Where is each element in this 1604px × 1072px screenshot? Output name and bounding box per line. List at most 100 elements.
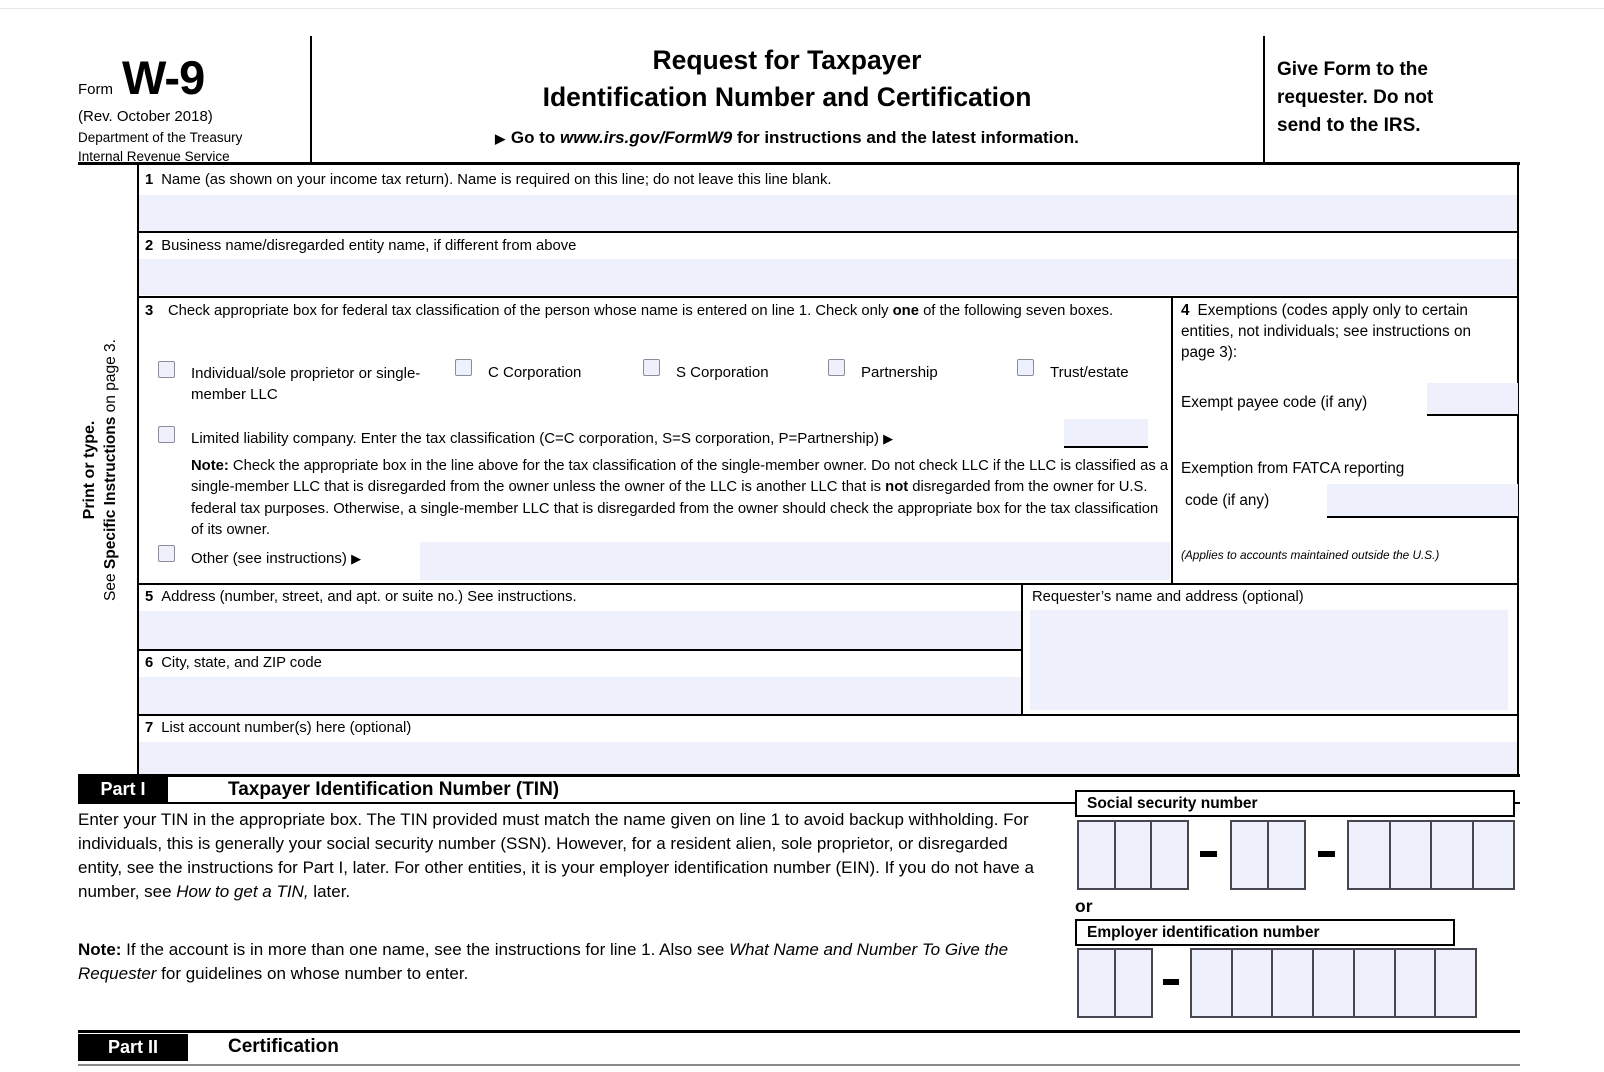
option-individual-label: Individual/sole proprietor or single-mem…	[191, 365, 421, 403]
ein-header-box: Employer identification number	[1075, 919, 1455, 946]
form-title-block: Request for Taxpayer Identification Numb…	[312, 42, 1262, 148]
ssn-digit-box[interactable]	[1230, 820, 1269, 890]
arrow-icon: ▶	[883, 431, 895, 446]
ein-header-label: Employer identification number	[1087, 924, 1320, 941]
form-id-block: Form W-9 (Rev. October 2018) Department …	[78, 50, 306, 166]
ein-dash	[1163, 979, 1179, 985]
arrow-icon: ▶	[351, 551, 363, 566]
city-state-zip-input[interactable]	[139, 677, 1021, 714]
ein-digit-box[interactable]	[1230, 948, 1274, 1018]
ssn-digit-box[interactable]	[1471, 820, 1515, 890]
ein-digit-box[interactable]	[1077, 948, 1116, 1018]
part2-chip: Part II	[78, 1034, 188, 1061]
fatca-code-input[interactable]	[1327, 484, 1518, 518]
ssn-header-box: Social security number	[1075, 790, 1515, 817]
goto-url[interactable]: www.irs.gov/FormW9	[559, 128, 733, 147]
option-c-corporation-label: C Corporation	[488, 364, 582, 381]
option-s-corporation-label: S Corporation	[676, 364, 769, 381]
requester-divider	[1021, 583, 1023, 716]
part1-top-border	[78, 774, 1520, 777]
account-numbers-input[interactable]	[139, 742, 1517, 774]
ein-digit-box[interactable]	[1190, 948, 1233, 1018]
department-line: Department of the Treasury	[78, 130, 243, 145]
ein-digit-box[interactable]	[1312, 948, 1355, 1018]
sidebar-print-or-type: Print or type. See Specific Instructions…	[79, 280, 135, 660]
option-other-label: Other (see instructions) ▶	[191, 550, 363, 567]
ssn-group-2	[1230, 820, 1306, 890]
header-divider-right	[1263, 36, 1265, 163]
part1-title: Taxpayer Identification Number (TIN)	[228, 779, 560, 800]
ssn-digit-box[interactable]	[1113, 820, 1153, 890]
checkbox-partnership[interactable]	[828, 359, 845, 376]
form-word: Form	[78, 81, 113, 98]
form-number: W-9	[122, 51, 205, 104]
line5-label: 5 Address (number, street, and apt. or su…	[145, 589, 577, 605]
part1-bar-bottom-border	[78, 802, 1520, 804]
row-border	[137, 296, 1519, 298]
main-box-left-border	[137, 165, 139, 776]
checkbox-llc[interactable]	[158, 426, 175, 443]
llc-classification-input[interactable]	[1064, 419, 1148, 448]
line1-label: 1 Name (as shown on your income tax retur…	[145, 172, 832, 188]
exempt-payee-code-input[interactable]	[1427, 383, 1518, 416]
ein-digit-box[interactable]	[1114, 948, 1153, 1018]
checkbox-other[interactable]	[158, 545, 175, 562]
main-box-right-border	[1517, 165, 1519, 776]
ssn-digit-box[interactable]	[1430, 820, 1474, 890]
goto-line: ▶ Go to www.irs.gov/FormW9 for instructi…	[312, 128, 1262, 148]
form-title-line1: Request for Taxpayer	[652, 45, 922, 75]
line3-label: Check appropriate box for federal tax cl…	[168, 303, 1114, 319]
ssn-digit-box[interactable]	[1388, 820, 1432, 890]
header-bottom-border	[78, 162, 1520, 165]
ssn-dash	[1318, 851, 1335, 857]
ein-digit-box[interactable]	[1434, 948, 1478, 1018]
sidebar-line2: See Specific Instructions on page 3.	[102, 339, 119, 601]
row-border	[137, 649, 1023, 651]
checkbox-c-corporation[interactable]	[455, 359, 472, 376]
other-classification-input[interactable]	[420, 542, 1170, 580]
form-number-line: Form W-9	[78, 50, 306, 105]
name-input[interactable]	[139, 195, 1517, 231]
row-border	[137, 583, 1519, 585]
ssn-group-1	[1077, 820, 1190, 890]
row-border	[137, 231, 1519, 233]
option-trust-estate-label: Trust/estate	[1050, 364, 1129, 381]
fatca-label-line1: Exemption from FATCA reporting	[1181, 460, 1405, 477]
ein-digit-box[interactable]	[1271, 948, 1315, 1018]
option-llc-label: Limited liability company. Enter the tax…	[191, 430, 895, 447]
arrow-icon: ▶	[495, 131, 507, 146]
checkbox-trust-estate[interactable]	[1017, 359, 1034, 376]
line2-label: 2 Business name/disregarded entity name, …	[145, 238, 577, 254]
address-input[interactable]	[139, 611, 1021, 649]
business-name-input[interactable]	[139, 259, 1517, 295]
ssn-dash	[1200, 851, 1217, 857]
checkbox-individual-sole-proprietor[interactable]	[158, 361, 175, 378]
fatca-label-line2: code (if any)	[1185, 492, 1270, 509]
give-form-note: Give Form to the requester. Do not send …	[1277, 59, 1434, 136]
service-line: Internal Revenue Service	[78, 148, 230, 164]
ssn-digit-box[interactable]	[1347, 820, 1391, 890]
page-top-hairline	[0, 8, 1604, 9]
form-title-line2: Identification Number and Certification	[542, 82, 1032, 112]
ein-digit-box[interactable]	[1352, 948, 1396, 1018]
part1-note: Note: If the account is in more than one…	[78, 940, 1009, 983]
requester-name-address-input[interactable]	[1030, 610, 1508, 710]
form-revision: (Rev. October 2018)	[78, 108, 213, 125]
checkbox-s-corporation[interactable]	[643, 359, 660, 376]
goto-suffix: for instructions and the latest informat…	[732, 128, 1079, 147]
ein-digit-box[interactable]	[1393, 948, 1437, 1018]
ssn-digit-box[interactable]	[1077, 820, 1116, 890]
requester-label: Requester’s name and address (optional)	[1032, 589, 1304, 605]
ssn-digit-box[interactable]	[1267, 820, 1306, 890]
line3-number: 3	[145, 303, 154, 319]
ssn-digit-box[interactable]	[1150, 820, 1190, 890]
header-divider-left	[310, 36, 312, 163]
exemptions-divider	[1171, 296, 1173, 585]
sidebar-line1: Print or type.	[81, 420, 98, 520]
part2-top-border	[78, 1030, 1520, 1033]
ein-group-2	[1190, 948, 1478, 1018]
ssn-group-3	[1347, 820, 1515, 890]
part2-title: Certification	[228, 1036, 339, 1057]
part1-chip: Part I	[78, 777, 168, 802]
